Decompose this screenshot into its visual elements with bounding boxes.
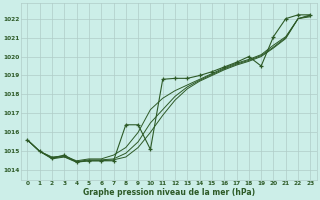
X-axis label: Graphe pression niveau de la mer (hPa): Graphe pression niveau de la mer (hPa) [83,188,255,197]
